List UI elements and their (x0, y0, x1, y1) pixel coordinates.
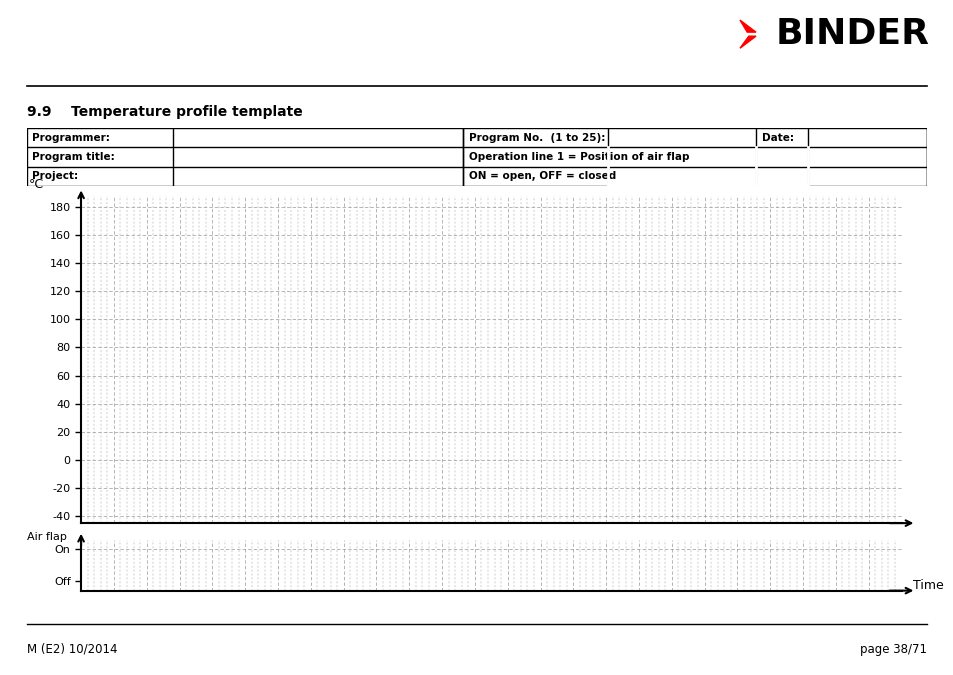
Text: Programmer:: Programmer: (32, 133, 110, 143)
Text: Date:: Date: (760, 133, 793, 143)
Text: 9.9    Temperature profile template: 9.9 Temperature profile template (27, 105, 302, 119)
Text: M (E2) 10/2014: M (E2) 10/2014 (27, 643, 117, 656)
Text: ON = open, OFF = closed: ON = open, OFF = closed (469, 171, 616, 181)
Text: Time: Time (912, 579, 943, 592)
Text: °C: °C (29, 178, 44, 191)
Text: Operation line 1 = Position of air flap: Operation line 1 = Position of air flap (469, 152, 689, 162)
Text: Project:: Project: (32, 171, 78, 181)
Text: Program No.  (1 to 25):: Program No. (1 to 25): (469, 133, 604, 143)
Polygon shape (740, 36, 755, 48)
Text: Program title:: Program title: (32, 152, 114, 162)
Text: BINDER: BINDER (775, 17, 929, 51)
Text: page 38/71: page 38/71 (860, 643, 926, 656)
Polygon shape (740, 20, 755, 32)
Text: Air flap: Air flap (27, 532, 67, 541)
